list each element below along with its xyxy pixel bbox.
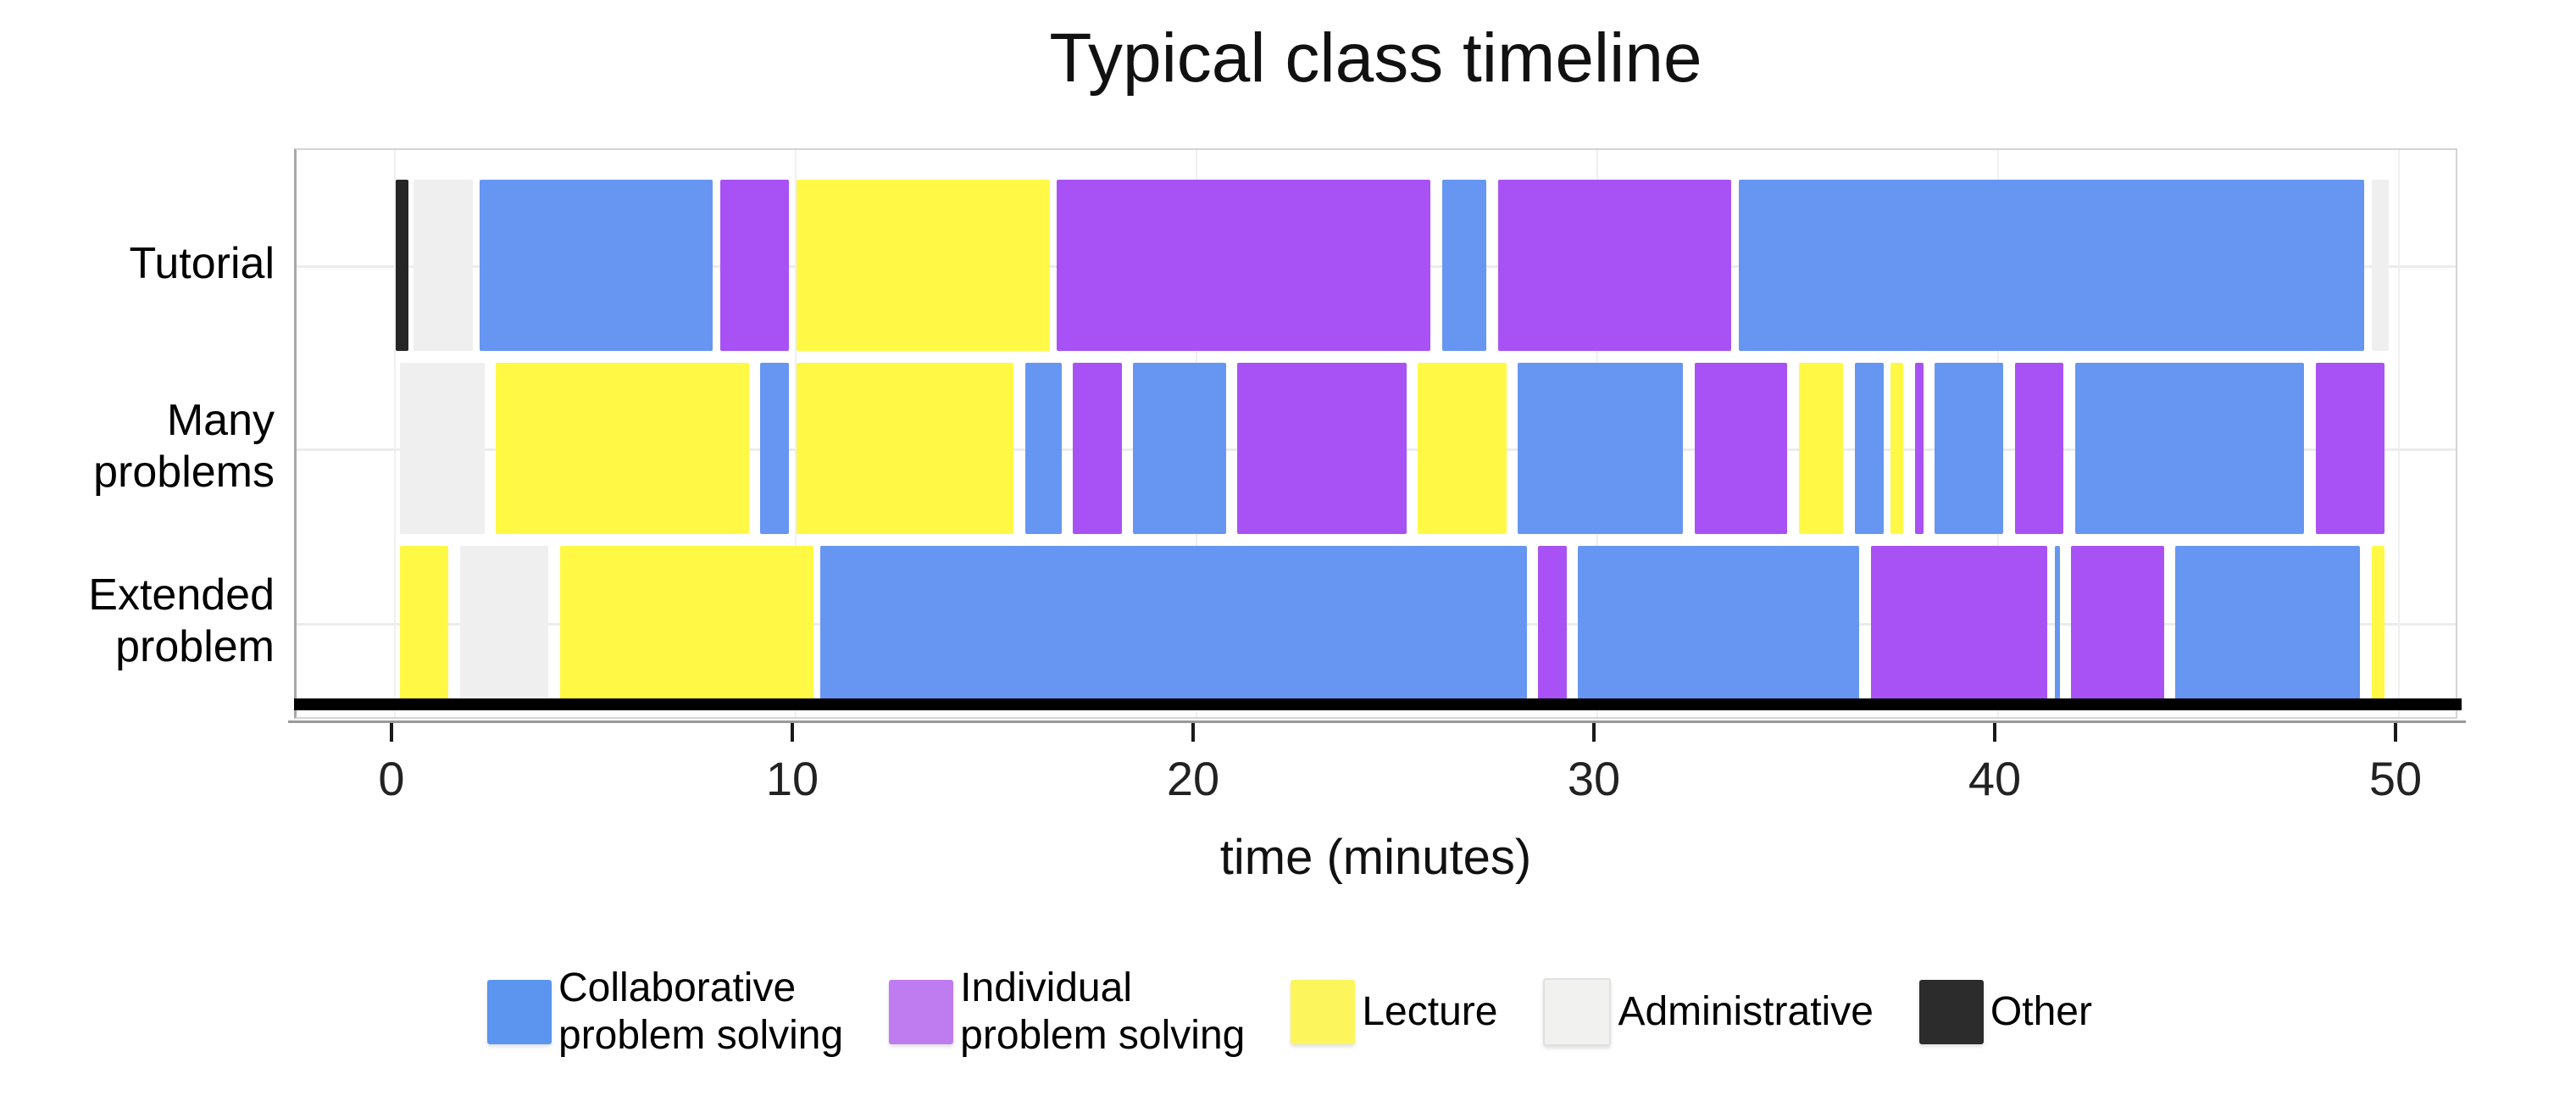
timeline-segment-lecture [1890, 363, 1904, 534]
timeline-segment-lecture [1418, 363, 1507, 534]
x-tick-mark [1191, 723, 1195, 742]
legend-label-individual: Individual problem solving [960, 965, 1246, 1058]
timeline-segment-individual [720, 180, 790, 351]
x-tick-label: 20 [1166, 752, 1220, 805]
legend-swatch-individual [889, 979, 954, 1044]
v-gridline [394, 150, 396, 717]
timeline-segment-lecture [399, 546, 449, 700]
legend-item-collaborative: Collaborative problem solving [487, 965, 843, 1059]
timeline-segment-collaborative [760, 363, 790, 534]
legend-label-administrative: Administrative [1618, 988, 1874, 1034]
timeline-segment-individual [1073, 363, 1122, 534]
legend-label-collaborative: Collaborative problem solving [558, 965, 844, 1058]
timeline-segment-lecture [797, 363, 1014, 534]
timeline-segment-collaborative [1024, 363, 1062, 534]
legend: Collaborative problem solving Individual pr… [487, 965, 2092, 1059]
timeline-segment-collaborative [1935, 363, 2004, 534]
legend-swatch-lecture [1291, 979, 1356, 1044]
timeline-row-extended-problem [297, 546, 2456, 700]
legend-item-individual: Individual problem solving [889, 965, 1245, 1059]
x-tick-mark [1592, 723, 1596, 742]
timeline-segment-lecture [797, 180, 1050, 351]
legend-item-other: Other [1918, 979, 2092, 1044]
timeline-segment-individual [1914, 363, 1924, 534]
x-tick-mark [791, 723, 794, 742]
timeline-segment-collaborative [1578, 546, 1860, 700]
legend-swatch-collaborative [487, 979, 552, 1044]
legend-swatch-other [1918, 979, 1984, 1044]
timeline-segment-lecture [2371, 546, 2384, 700]
timeline-segment-collaborative [2074, 363, 2305, 534]
legend-item-lecture: Lecture [1291, 979, 1498, 1044]
timeline-segment-administrative [2371, 180, 2389, 351]
timeline-segment-administrative [459, 546, 549, 700]
timeline-segment-individual [1497, 180, 1731, 351]
timeline-segment-individual [2071, 546, 2164, 700]
x-tick-mark [2394, 723, 2397, 742]
timeline-row-tutorial [297, 180, 2456, 351]
legend-label-lecture: Lecture [1362, 988, 1498, 1034]
timeline-segment-administrative [414, 180, 473, 351]
baseline-bar [294, 698, 2462, 710]
plot-area [294, 148, 2457, 719]
timeline-segment-individual [1538, 546, 1567, 700]
timeline-segment-collaborative [480, 180, 713, 351]
timeline-segment-individual [1870, 546, 2048, 700]
timeline-segment-collaborative [1518, 363, 1684, 534]
timeline-segment-other [396, 180, 408, 351]
timeline-segment-individual [1057, 180, 1431, 351]
x-tick-label: 50 [2368, 752, 2423, 805]
row-label: Extended problem [88, 570, 275, 672]
v-gridline [795, 150, 797, 717]
timeline-segment-individual [1237, 363, 1407, 534]
timeline-segment-collaborative [2175, 546, 2361, 700]
v-gridline [2398, 150, 2400, 717]
timeline-segment-individual [1694, 363, 1788, 534]
timeline-segment-collaborative [820, 546, 1527, 700]
legend-item-administrative: Administrative [1543, 977, 1874, 1046]
timeline-segment-collaborative [1441, 180, 1487, 351]
timeline-segment-lecture [1798, 363, 1844, 534]
x-tick-mark [390, 723, 393, 742]
timeline-segment-collaborative [1854, 363, 1884, 534]
timeline-segment-individual [2014, 363, 2064, 534]
legend-swatch-administrative [1543, 977, 1612, 1046]
timeline-segment-individual [2315, 363, 2384, 534]
row-label: Tutorial [129, 238, 275, 288]
row-label: Many problems [93, 396, 275, 498]
timeline-segment-collaborative [1133, 363, 1226, 534]
timeline-segment-collaborative [1738, 180, 2365, 351]
x-tick-label: 0 [378, 752, 405, 805]
x-axis-line [288, 720, 2466, 723]
legend-label-other: Other [1990, 988, 2092, 1034]
timeline-segment-lecture [496, 363, 749, 534]
x-axis-title: time (minutes) [1219, 830, 1532, 885]
chart-title: Typical class timeline [1049, 19, 1702, 97]
timeline-segment-collaborative [2055, 546, 2060, 700]
x-tick-label: 40 [1968, 752, 2022, 805]
x-tick-label: 30 [1567, 752, 1621, 805]
timeline-segment-administrative [399, 363, 485, 534]
timeline-segment-lecture [559, 546, 813, 700]
x-tick-mark [1993, 723, 1996, 742]
x-tick-label: 10 [765, 752, 819, 805]
timeline-row-many-problems [297, 363, 2456, 534]
